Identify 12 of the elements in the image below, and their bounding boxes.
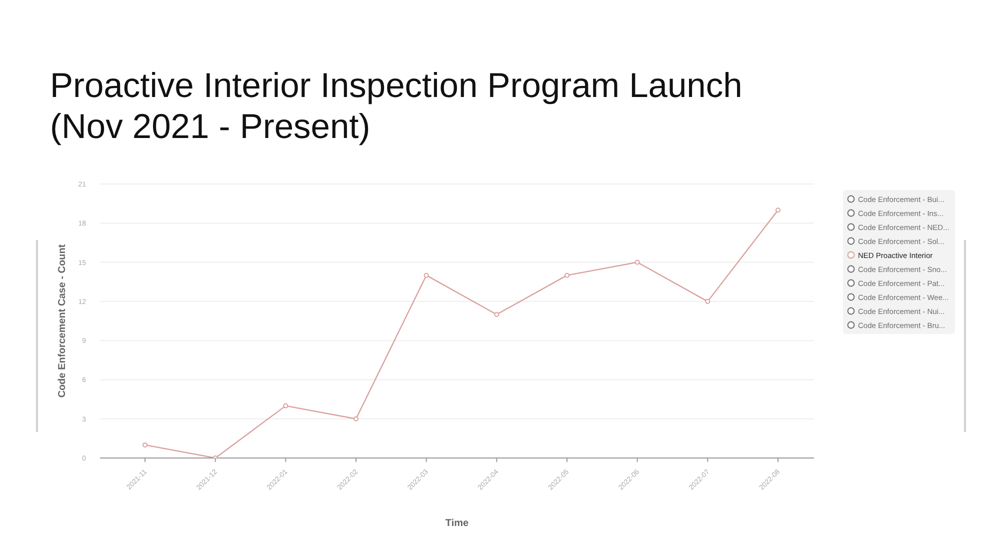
point bbox=[283, 403, 288, 408]
point bbox=[354, 416, 358, 422]
point bbox=[564, 272, 570, 278]
point bbox=[634, 260, 640, 265]
point bbox=[424, 272, 429, 278]
point bbox=[705, 298, 710, 304]
point bbox=[776, 208, 780, 213]
x-axis-title: Time bbox=[445, 518, 470, 529]
point bbox=[494, 312, 500, 317]
chart-title: Proactive Interior Inspection Program Launch (Nov 2021 - Present) bbox=[50, 66, 744, 148]
y-axis-title: Code Enforcement Case - Count bbox=[57, 244, 68, 398]
point bbox=[142, 442, 148, 448]
